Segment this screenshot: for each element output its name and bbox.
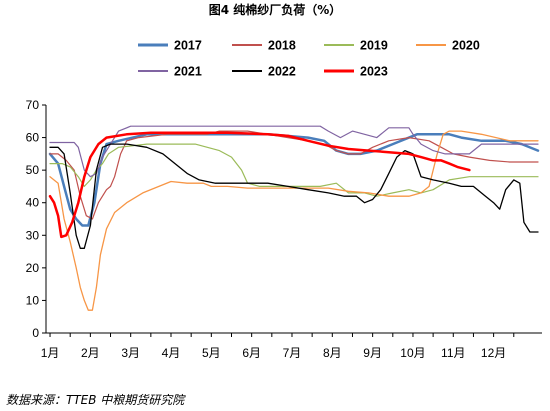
- series-line-2021: [49, 125, 539, 178]
- x-tick-label: 2月: [81, 346, 100, 360]
- legend-label-2020: 2020: [452, 39, 480, 53]
- axes: 0 10 20 30 40 50 60 70 1月 2月 3月 4月 5月 6月 7月 8月 9月 10月 11月 1…: [26, 98, 542, 360]
- y-tick-label: 10: [26, 293, 40, 307]
- series-line-2018: [49, 130, 539, 220]
- legend-label-2021: 2021: [174, 65, 202, 79]
- legend: 2017 2018 2019 2020 2021 2022 2023: [138, 39, 480, 79]
- y-tick-label: 20: [26, 261, 40, 275]
- source-note: 数据来源：TTEB 中粮期货研究院: [6, 393, 186, 407]
- x-tick-label: 3月: [121, 346, 140, 360]
- y-tick-label: 60: [26, 131, 40, 145]
- series-line-2019: [49, 143, 539, 197]
- y-tick-label: 70: [26, 98, 40, 112]
- y-tick-label: 50: [26, 163, 40, 177]
- legend-label-2019: 2019: [360, 39, 388, 53]
- legend-label-2022: 2022: [268, 65, 296, 79]
- legend-label-2018: 2018: [268, 39, 296, 53]
- series-line-2020: [49, 130, 539, 311]
- x-tick-label: 5月: [202, 346, 221, 360]
- x-tick-label: 12月: [481, 346, 506, 360]
- x-tick-label: 4月: [162, 346, 181, 360]
- y-tick-label: 30: [26, 228, 40, 242]
- x-tick-label: 6月: [242, 346, 261, 360]
- chart-title: 图4 纯棉纱厂负荷（%）: [209, 2, 342, 17]
- legend-label-2017: 2017: [174, 39, 202, 53]
- x-tick-label: 1月: [41, 346, 60, 360]
- x-tick-label: 8月: [323, 346, 342, 360]
- legend-label-2023: 2023: [360, 65, 388, 79]
- y-tick-label: 40: [26, 196, 40, 210]
- series-line-2022: [49, 143, 539, 249]
- series-layer: [48, 125, 540, 311]
- x-tick-label: 11月: [441, 346, 465, 360]
- series-line-2023: [48, 131, 471, 239]
- x-tick-label: 7月: [283, 346, 302, 360]
- x-tick-label: 9月: [363, 346, 382, 360]
- x-tick-label: 10月: [400, 346, 425, 360]
- y-tick-label: 0: [32, 326, 39, 340]
